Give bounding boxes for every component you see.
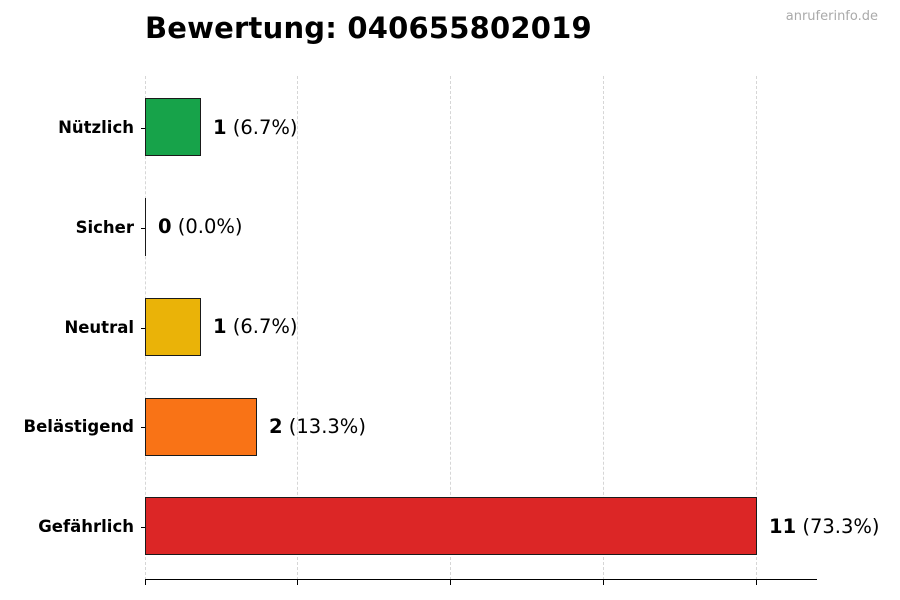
value-count: 0 xyxy=(158,215,172,238)
x-tick xyxy=(145,580,146,585)
category-label: Sicher xyxy=(75,218,134,237)
x-tick xyxy=(297,580,298,585)
gridline xyxy=(297,76,298,580)
y-tick xyxy=(141,328,145,329)
bar-neutral xyxy=(145,298,201,356)
category-label: Gefährlich xyxy=(38,517,134,536)
category-label: Neutral xyxy=(64,318,134,337)
gridline xyxy=(450,76,451,580)
category-label: Belästigend xyxy=(23,417,134,436)
x-axis xyxy=(145,579,817,580)
value-label: 1 (6.7%) xyxy=(213,315,298,339)
bar-sicher xyxy=(145,198,146,256)
value-label: 1 (6.7%) xyxy=(213,116,298,140)
value-label: 0 (0.0%) xyxy=(158,215,243,239)
value-label: 2 (13.3%) xyxy=(269,415,366,439)
y-tick xyxy=(141,527,145,528)
bar-nuetzlich xyxy=(145,98,201,156)
value-percent: (6.7%) xyxy=(232,116,298,139)
value-percent: (0.0%) xyxy=(177,215,243,238)
value-count: 2 xyxy=(269,415,283,438)
y-tick xyxy=(141,427,145,428)
value-percent: (6.7%) xyxy=(232,315,298,338)
gridline xyxy=(603,76,604,580)
value-count: 1 xyxy=(213,116,227,139)
watermark: anruferinfo.de xyxy=(785,9,878,24)
x-tick xyxy=(756,580,757,585)
value-label: 11 (73.3%) xyxy=(769,515,880,539)
value-percent: (73.3%) xyxy=(802,515,880,538)
bar-gefaehrlich xyxy=(145,497,757,555)
x-tick xyxy=(450,580,451,585)
y-tick xyxy=(141,128,145,129)
bar-belaestigend xyxy=(145,398,257,456)
chart-title: Bewertung: 040655802019 xyxy=(145,11,592,45)
gridline xyxy=(756,76,757,580)
value-count: 11 xyxy=(769,515,797,538)
value-count: 1 xyxy=(213,315,227,338)
y-tick xyxy=(141,228,145,229)
category-label: Nützlich xyxy=(58,118,134,137)
value-percent: (13.3%) xyxy=(288,415,366,438)
x-tick xyxy=(603,580,604,585)
